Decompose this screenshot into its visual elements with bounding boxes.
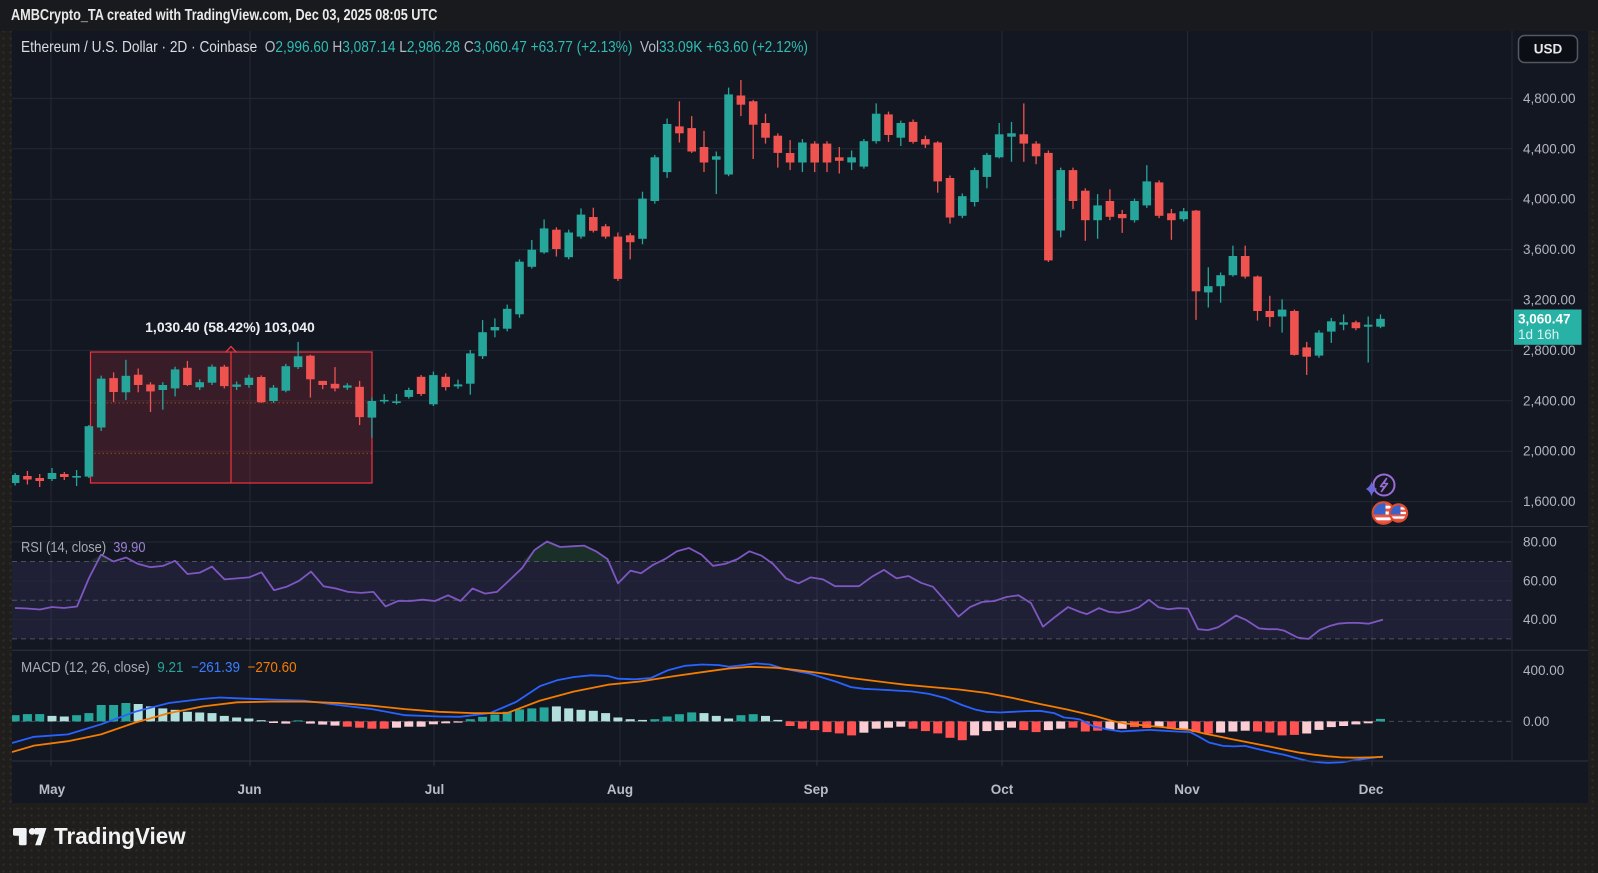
svg-text:40.00: 40.00 bbox=[1523, 612, 1557, 627]
svg-text:1,030.40 (58.42%) 103,040: 1,030.40 (58.42%) 103,040 bbox=[145, 319, 315, 335]
svg-text:400.00: 400.00 bbox=[1523, 663, 1564, 678]
svg-text:0.00: 0.00 bbox=[1523, 714, 1549, 729]
svg-text:1,600.00: 1,600.00 bbox=[1523, 494, 1576, 509]
svg-text:Aug: Aug bbox=[607, 782, 633, 797]
svg-text:1d 16h: 1d 16h bbox=[1518, 327, 1559, 342]
svg-text:4,400.00: 4,400.00 bbox=[1523, 141, 1576, 156]
svg-text:Jun: Jun bbox=[237, 782, 261, 797]
svg-text:60.00: 60.00 bbox=[1523, 574, 1557, 589]
svg-text:3,060.47: 3,060.47 bbox=[1518, 312, 1571, 327]
svg-text:4,800.00: 4,800.00 bbox=[1523, 91, 1576, 106]
svg-text:Dec: Dec bbox=[1359, 782, 1384, 797]
svg-text:May: May bbox=[39, 782, 66, 797]
svg-text:2,800.00: 2,800.00 bbox=[1523, 343, 1576, 358]
svg-text:80.00: 80.00 bbox=[1523, 535, 1557, 550]
svg-text:Sep: Sep bbox=[804, 782, 829, 797]
svg-text:3,600.00: 3,600.00 bbox=[1523, 242, 1576, 257]
svg-text:Oct: Oct bbox=[991, 782, 1014, 797]
svg-text:3,200.00: 3,200.00 bbox=[1523, 293, 1576, 308]
svg-text:Jul: Jul bbox=[425, 782, 445, 797]
svg-text:USD: USD bbox=[1534, 42, 1563, 57]
svg-text:Nov: Nov bbox=[1174, 782, 1200, 797]
svg-text:2,000.00: 2,000.00 bbox=[1523, 444, 1576, 459]
svg-text:4,000.00: 4,000.00 bbox=[1523, 192, 1576, 207]
svg-text:2,400.00: 2,400.00 bbox=[1523, 393, 1576, 408]
